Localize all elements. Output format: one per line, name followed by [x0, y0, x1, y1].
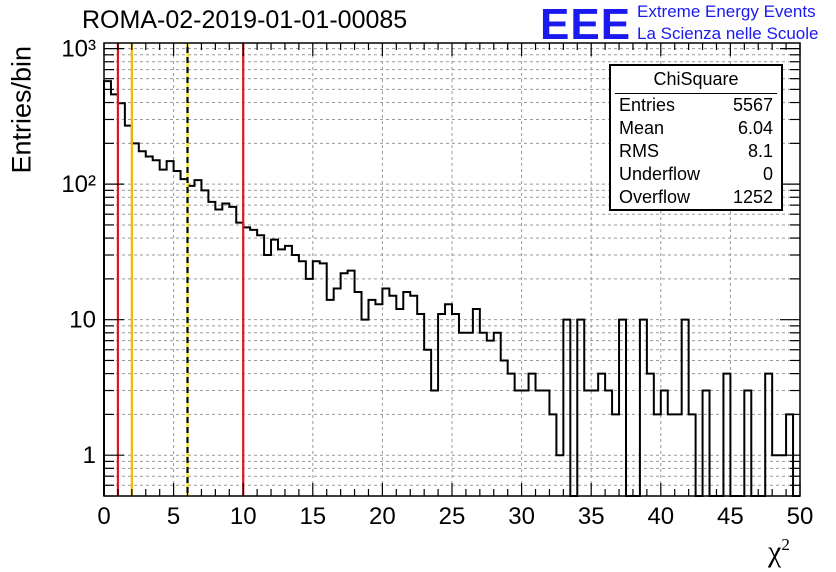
- stats-value: 6.04: [737, 118, 773, 138]
- x-tick-label: 45: [717, 503, 744, 530]
- reference-lines: [116, 43, 245, 496]
- logo-subtitle-2: La Scienza nelle Scuole: [637, 24, 819, 43]
- stats-value: 1252: [732, 187, 773, 207]
- x-tick-label: 20: [369, 503, 396, 530]
- y-tick-label: 10³: [61, 36, 96, 63]
- x-axis-label: χ2: [768, 535, 790, 568]
- stats-title: ChiSquare: [615, 66, 777, 94]
- stats-row-rms: RMS 8.1: [611, 140, 781, 163]
- y-tick-label: 10²: [61, 171, 96, 198]
- stats-row-mean: Mean 6.04: [611, 117, 781, 140]
- x-tick-label: 35: [578, 503, 605, 530]
- page-title: ROMA-02-2019-01-01-00085: [82, 6, 408, 34]
- x-tick-label: 0: [97, 503, 110, 530]
- stats-label: Entries: [619, 95, 676, 115]
- x-tick-label: 10: [230, 503, 257, 530]
- stats-label: Overflow: [619, 187, 691, 207]
- stats-value: 0: [762, 164, 773, 184]
- x-tick-label: 50: [787, 503, 814, 530]
- x-tick-label: 5: [167, 503, 180, 530]
- x-tick-label: 25: [439, 503, 466, 530]
- stats-label: Underflow: [619, 164, 701, 184]
- stats-value: 8.1: [747, 141, 773, 161]
- tick-labels: 0 5 10 15 20 25 30 35 40 45 50 1 10 10² 10³: [61, 36, 813, 530]
- y-tick-label: 1: [83, 442, 96, 469]
- stats-label: Mean: [619, 118, 665, 138]
- y-axis-label: Entries/bin: [6, 45, 37, 174]
- stats-row-underflow: Underflow 0: [611, 163, 781, 186]
- histogram-layer: [103, 80, 800, 497]
- eee-logo: EEE: [540, 0, 632, 49]
- y-tick-label: 10: [69, 307, 96, 334]
- histogram-series: [103, 80, 800, 497]
- plot-frame: [103, 42, 801, 497]
- logo-subtitle-1: Extreme Energy Events: [637, 2, 816, 21]
- x-tick-label: 30: [508, 503, 535, 530]
- stats-row-entries: Entries 5567: [611, 94, 781, 117]
- x-tick-label: 15: [299, 503, 326, 530]
- stats-box: ChiSquare Entries 5567 Mean 6.04 RMS 8.1…: [609, 64, 783, 211]
- stats-label: RMS: [619, 141, 659, 161]
- x-tick-label: 40: [647, 503, 674, 530]
- stats-value: 5567: [732, 95, 773, 115]
- stats-row-overflow: Overflow 1252: [611, 186, 781, 209]
